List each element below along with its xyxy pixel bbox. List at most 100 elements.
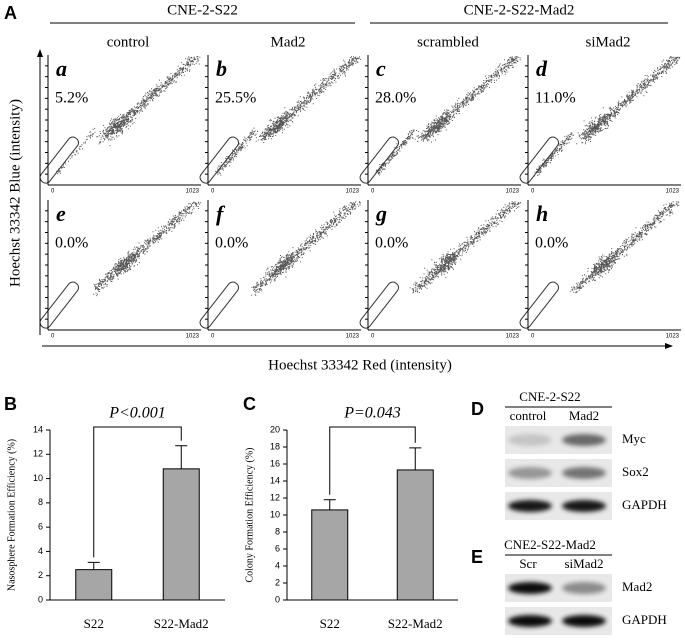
axis-min: 0 bbox=[211, 334, 215, 340]
y-tick-label: 18 bbox=[270, 441, 280, 451]
axis-max: 1023 bbox=[346, 189, 360, 195]
gate bbox=[39, 281, 80, 329]
y-tick-label: 0 bbox=[275, 594, 280, 604]
lane-label: control bbox=[510, 408, 547, 423]
error-bar bbox=[87, 561, 100, 570]
blot-band bbox=[508, 615, 552, 627]
y-axis-label: Hoechst 33342 Blue (intensity) bbox=[7, 99, 23, 287]
error-bar bbox=[323, 499, 336, 510]
lane-label: Mad2 bbox=[569, 408, 599, 423]
gate bbox=[39, 136, 80, 184]
gate-percent: 0.0% bbox=[215, 235, 248, 252]
bar bbox=[75, 569, 113, 601]
bar bbox=[396, 469, 434, 601]
axis-min: 0 bbox=[51, 189, 55, 195]
y-tick-label: 14 bbox=[270, 475, 280, 485]
gate-percent: 25.5% bbox=[215, 90, 256, 107]
blot-title: CNE2-S22-Mad2 bbox=[504, 537, 596, 552]
scatter-cloud bbox=[569, 201, 680, 293]
y-tick-label: 6 bbox=[38, 522, 43, 532]
y-tick-label: 8 bbox=[275, 526, 280, 536]
blot-band bbox=[562, 467, 606, 479]
x-tick-label: S22-Mad2 bbox=[388, 616, 443, 631]
band-label: GAPDH bbox=[622, 612, 667, 627]
scatter-cloud bbox=[533, 56, 681, 177]
band-label: Sox2 bbox=[622, 464, 649, 479]
error-bar bbox=[409, 447, 422, 470]
group-title: CNE-2-S22-Mad2 bbox=[464, 2, 575, 18]
lane-label: Scr bbox=[519, 556, 537, 571]
panel-letter: D bbox=[471, 399, 484, 419]
axis-max: 1023 bbox=[186, 334, 200, 340]
scatter-cloud bbox=[375, 56, 521, 176]
scatter-cloud bbox=[409, 201, 521, 294]
band-label: GAPDH bbox=[622, 497, 667, 512]
plot-letter: a bbox=[56, 56, 67, 81]
band-label: Mad2 bbox=[622, 579, 652, 594]
significance-label: P<0.001 bbox=[108, 405, 166, 422]
blot-title: CNE-2-S22 bbox=[519, 389, 580, 404]
plot-letter: f bbox=[216, 201, 226, 226]
axis-max: 1023 bbox=[506, 189, 520, 195]
plot-letter: e bbox=[56, 201, 66, 226]
lane-label: siMad2 bbox=[565, 556, 604, 571]
x-tick-label: S22 bbox=[320, 616, 340, 631]
significance-bracket bbox=[329, 426, 416, 495]
axis-min: 0 bbox=[211, 189, 215, 195]
band-label: Myc bbox=[622, 431, 646, 446]
plot-letter: d bbox=[536, 56, 548, 81]
y-tick-label: 12 bbox=[270, 492, 280, 502]
y-tick-label: 10 bbox=[33, 473, 43, 483]
axis-min: 0 bbox=[531, 334, 535, 340]
blot-band bbox=[508, 467, 552, 479]
panel-letter: C bbox=[243, 394, 256, 414]
axis-min: 0 bbox=[51, 334, 55, 340]
condition-label: Mad2 bbox=[271, 34, 306, 50]
bar bbox=[162, 468, 200, 601]
y-tick-label: 10 bbox=[270, 509, 280, 519]
blot-band bbox=[508, 434, 552, 446]
axis-min: 0 bbox=[371, 334, 375, 340]
plot-letter: g bbox=[375, 201, 387, 226]
y-tick-label: 6 bbox=[275, 543, 280, 553]
blot-band bbox=[562, 615, 606, 627]
condition-label: siMad2 bbox=[586, 34, 631, 50]
axis-max: 1023 bbox=[666, 334, 680, 340]
scatter-cloud bbox=[251, 201, 361, 296]
blot-band bbox=[562, 500, 606, 512]
axis-max: 1023 bbox=[506, 334, 520, 340]
scatter-cloud bbox=[93, 201, 201, 297]
gate bbox=[519, 136, 560, 184]
group-title: CNE-2-S22 bbox=[167, 2, 238, 18]
axis-max: 1023 bbox=[666, 189, 680, 195]
y-tick-label: 4 bbox=[275, 560, 280, 570]
blot-band bbox=[508, 582, 552, 594]
gate bbox=[199, 281, 240, 329]
y-tick-label: 14 bbox=[33, 424, 43, 434]
y-tick-label: 2 bbox=[275, 577, 280, 587]
gate bbox=[359, 136, 400, 184]
bar bbox=[311, 509, 349, 601]
y-tick-label: 2 bbox=[38, 570, 43, 580]
error-bar bbox=[175, 445, 188, 469]
panel-letter: B bbox=[4, 394, 17, 414]
y-axis-label: Nasosphere Formation Efficiency (%) bbox=[6, 439, 17, 591]
x-axis-label: Hoechst 33342 Red (intensity) bbox=[268, 357, 452, 373]
panel-letter: A bbox=[4, 3, 17, 23]
gate-percent: 11.0% bbox=[535, 90, 576, 107]
y-tick-label: 8 bbox=[38, 497, 43, 507]
y-tick-label: 0 bbox=[38, 594, 43, 604]
y-tick-label: 20 bbox=[270, 424, 280, 434]
x-tick-label: S22-Mad2 bbox=[154, 616, 209, 631]
plot-letter: h bbox=[536, 201, 548, 226]
gate-percent: 0.0% bbox=[535, 235, 568, 252]
axis-min: 0 bbox=[531, 189, 535, 195]
y-axis-label: Colony Formation Efficiency (%) bbox=[244, 447, 255, 582]
blot-band bbox=[562, 434, 606, 446]
gate bbox=[519, 281, 560, 329]
axis-max: 1023 bbox=[346, 334, 360, 340]
gate-percent: 28.0% bbox=[375, 90, 416, 107]
panel-letter: E bbox=[471, 547, 483, 567]
condition-label: scrambled bbox=[417, 34, 479, 50]
